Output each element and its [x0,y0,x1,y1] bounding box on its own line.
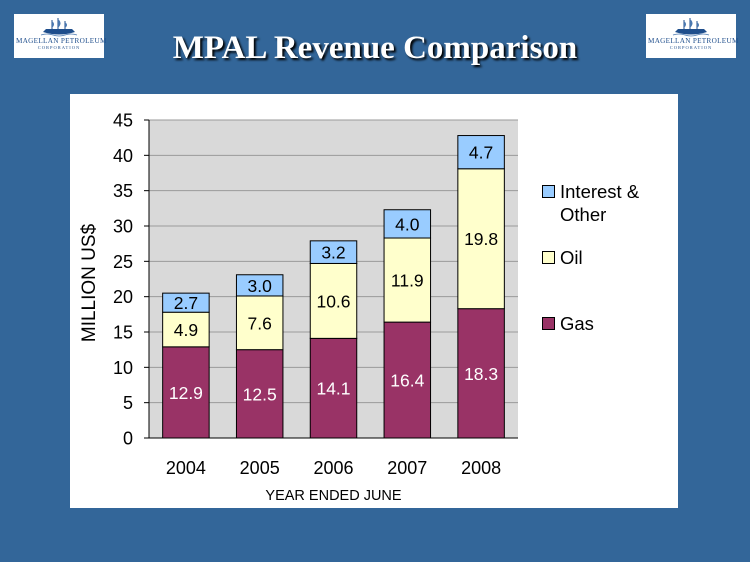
y-tick-label: 15 [113,323,133,343]
y-tick-label: 5 [123,393,133,413]
bar-segment [162,346,210,439]
bar-segment [457,308,505,439]
bar-segment [309,337,358,439]
bar-segment [309,240,358,264]
chart-panel: 0 5 10 15 20 25 30 35 40 45 12.9 4.9 2.7 2004 12.5 7.6 3… [70,94,678,508]
legend-label: Interest & Other [560,180,639,226]
legend-swatch [542,251,555,264]
bar-segment [309,262,358,339]
company-logo-left: MAGELLAN PETROLEUM CORPORATION [14,14,107,58]
bar-segment [235,274,284,297]
legend-label-line: Oil [560,247,583,268]
x-axis-title: YEAR ENDED JUNE [265,488,401,504]
data-label: 4.9 [174,320,198,340]
bar-segment [162,292,210,313]
data-label: 11.9 [391,271,424,291]
bar-segment [383,321,432,439]
sailing-ship-icon [672,18,710,37]
sailing-ship-icon [40,18,78,37]
company-logo-right: MAGELLAN PETROLEUM CORPORATION [646,14,739,58]
data-label: 18.3 [464,364,498,384]
y-axis-title: MILLION US$ [79,223,100,342]
data-label: 12.5 [243,384,277,404]
data-label: 3.2 [321,243,345,263]
data-label: 14.1 [316,379,350,399]
legend-label: Oil [560,246,583,269]
x-tick-label: 2008 [461,458,501,478]
logo-company-name: MAGELLAN PETROLEUM [16,37,107,45]
y-tick-label: 20 [113,287,133,307]
x-tick-label: 2006 [313,458,353,478]
bar-segment [235,349,284,439]
y-tick-label: 0 [123,429,133,449]
y-tick-label: 40 [113,146,133,166]
logo-company-subtitle: CORPORATION [669,45,713,50]
bar-segment [457,135,505,170]
data-label: 4.0 [395,214,420,234]
legend-label-line: Gas [560,313,594,334]
legend-label-line: Other [560,204,607,225]
logo-company-subtitle: CORPORATION [37,45,81,50]
data-label: 2.7 [174,293,198,313]
data-label: 10.6 [316,291,350,311]
y-tick-label: 35 [113,181,133,201]
legend-label-line: Interest & [560,181,640,202]
data-label: 16.4 [390,371,424,391]
logo-company-name: MAGELLAN PETROLEUM [648,37,739,45]
bar-segment [162,311,210,348]
legend-swatch [542,185,555,198]
legend-label: Gas [560,312,594,335]
bar-segment [457,168,505,310]
data-label: 7.6 [248,313,272,333]
y-tick-label: 10 [113,358,133,378]
data-label: 12.9 [169,383,203,403]
slide-title: MPAL Revenue Comparison [172,30,578,66]
x-tick-label: 2005 [240,458,280,478]
y-tick-label: 45 [113,111,133,131]
x-tick-label: 2004 [166,458,206,478]
bar-segment [383,209,432,239]
data-label: 3.0 [248,276,273,296]
x-tick-label: 2007 [387,458,427,478]
legend-swatch [542,317,555,330]
bar-segment [383,237,432,323]
data-label: 19.8 [464,229,498,249]
y-tick-label: 25 [113,252,133,272]
revenue-chart: 0 5 10 15 20 25 30 35 40 45 12.9 4.9 2.7 2004 12.5 7.6 3… [79,111,518,504]
y-tick-label: 30 [113,217,133,237]
data-label: 4.7 [469,143,493,163]
